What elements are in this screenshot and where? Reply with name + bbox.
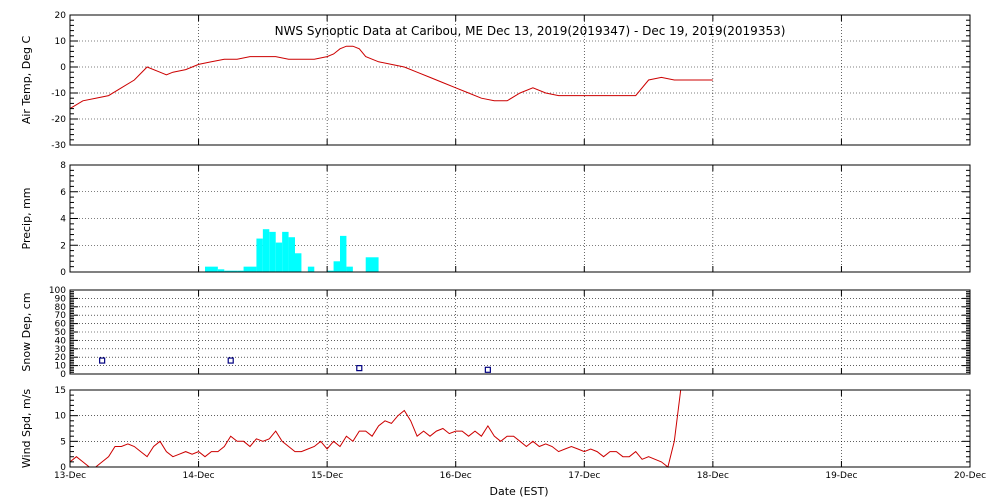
snow-depth-point	[227, 357, 234, 364]
y-tick-label: -10	[51, 89, 66, 99]
precip-bar	[243, 266, 257, 272]
snow-depth-point	[484, 366, 491, 373]
y-tick-label: 80	[55, 303, 67, 313]
x-axis-label: Date (EST)	[489, 485, 548, 498]
precip-bar	[237, 270, 244, 272]
y-tick-label: 5	[60, 437, 66, 447]
precip-bar	[262, 229, 270, 272]
series-line-wind_speed	[69, 389, 688, 468]
x-tick-label: 18-Dec	[697, 471, 729, 481]
y-tick-label: 8	[60, 161, 66, 171]
precip-bar	[275, 242, 283, 272]
y-tick-label: 6	[60, 188, 66, 198]
y-tick-label: 60	[55, 320, 67, 330]
x-tick-label: 15-Dec	[311, 471, 343, 481]
panel-precip: 0 2 4 6 8 Precip, mm	[20, 161, 971, 278]
precip-bar	[282, 231, 289, 272]
y-tick-label: 15	[55, 386, 66, 396]
precip-bar	[340, 235, 347, 272]
y-tick-label: 20	[55, 11, 67, 21]
y-tick-label: 0	[60, 268, 66, 278]
panel-wind_speed: 0 5 10 15 Wind Spd, m/s 13-Dec 14-Dec 15-Dec 16-…	[20, 386, 986, 481]
precip-bar	[327, 270, 334, 272]
x-tick-label: 20-Dec	[954, 471, 986, 481]
y-tick-label: 30	[55, 345, 67, 355]
panel-frame	[69, 389, 971, 468]
precip-bar	[217, 269, 225, 272]
y-tick-label: 0	[60, 63, 66, 73]
precip-bar	[205, 266, 218, 272]
x-tick-label: 13-Dec	[54, 471, 86, 481]
precip-bar	[333, 261, 340, 272]
precip-bar	[288, 237, 295, 272]
y-tick-label: 10	[55, 37, 67, 47]
x-tick-label: 17-Dec	[568, 471, 600, 481]
x-tick-label: 19-Dec	[825, 471, 857, 481]
snow-depth-point	[356, 365, 363, 372]
x-tick-label: 16-Dec	[440, 471, 472, 481]
y-tick-label: 100	[49, 286, 66, 296]
precip-bar	[256, 238, 263, 272]
y-tick-label: 10	[55, 412, 67, 422]
y-tick-label: 40	[55, 336, 67, 346]
y-tick-label: 4	[60, 215, 66, 225]
y-axis-label-precip: Precip, mm	[20, 188, 33, 250]
precip-bar	[346, 266, 353, 272]
y-axis-label-wind_speed: Wind Spd, m/s	[20, 389, 33, 469]
y-tick-label: 90	[55, 294, 67, 304]
y-tick-label: 2	[60, 241, 66, 251]
y-tick-label: 50	[55, 328, 67, 338]
series-line-air_temp	[69, 45, 713, 110]
precip-bar	[295, 253, 302, 272]
y-tick-label: 10	[55, 362, 67, 372]
chart-title: NWS Synoptic Data at Caribou, ME Dec 13,…	[275, 24, 786, 38]
y-tick-label: 0	[60, 370, 66, 380]
y-tick-label: 20	[55, 353, 67, 363]
y-axis-label-air_temp: Air Temp, Deg C	[20, 36, 33, 125]
precip-bar	[365, 257, 379, 272]
panel-frame	[69, 14, 971, 146]
y-tick-label: -20	[51, 115, 66, 125]
panel-air_temp: -30 -20 -10 0 10 20 Air Temp, Deg C	[20, 11, 971, 151]
y-tick-label: 70	[55, 311, 67, 321]
y-tick-label: -30	[51, 141, 66, 151]
snow-depth-point	[99, 357, 106, 364]
y-tick-label: 0	[60, 463, 66, 473]
y-axis-label-snow_depth: Snow Dep, cm	[20, 292, 33, 371]
precip-bar	[224, 270, 238, 272]
precip-bar	[307, 266, 315, 272]
x-tick-label: 14-Dec	[183, 471, 215, 481]
precip-bar	[269, 231, 276, 272]
